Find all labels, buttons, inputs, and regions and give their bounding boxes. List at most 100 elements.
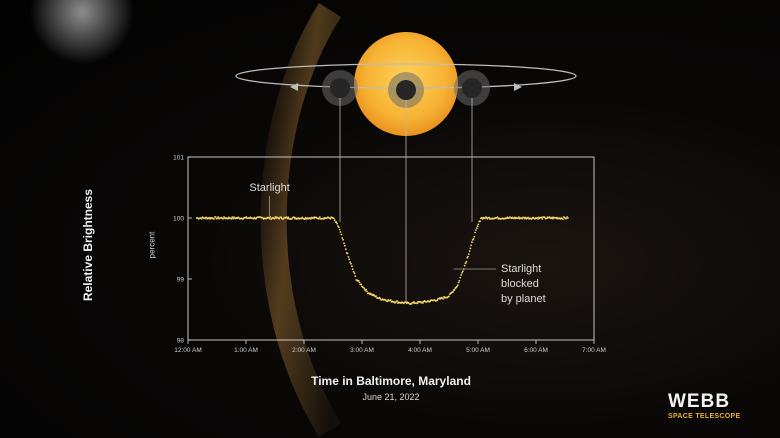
distant-star-glow [30, 0, 134, 64]
data-point [469, 247, 472, 250]
data-point [475, 227, 478, 230]
data-point [466, 257, 469, 259]
data-point [286, 217, 289, 220]
data-point [304, 218, 306, 221]
data-point [562, 218, 564, 221]
data-point [335, 221, 338, 224]
data-point [369, 292, 372, 295]
data-point [452, 291, 454, 293]
data-point [231, 216, 234, 219]
data-point [351, 265, 353, 268]
x-tick-label: 6:00 AM [524, 347, 548, 354]
logo-subtitle: SPACE TELESCOPE [668, 413, 741, 420]
data-point [470, 244, 472, 247]
data-point [463, 264, 466, 267]
data-point [287, 216, 290, 219]
data-point [468, 250, 471, 253]
data-point [479, 220, 481, 223]
webb-logo: WEBB SPACE TELESCOPE [668, 392, 768, 421]
data-point [467, 255, 469, 258]
y-tick-label: 100 [173, 216, 184, 223]
data-point [436, 299, 439, 301]
x-tick-label: 12:00 AM [174, 347, 201, 354]
data-point [222, 217, 225, 220]
data-point [462, 270, 464, 273]
data-point [448, 295, 450, 298]
data-point [416, 302, 419, 305]
data-point [442, 297, 445, 300]
data-point [214, 216, 217, 218]
chart-subtitle-date: June 21, 2022 [362, 392, 420, 402]
data-point [527, 216, 529, 219]
data-point [375, 295, 377, 297]
data-point [396, 300, 398, 303]
nebula-arc [260, 3, 342, 437]
y-tick-label: 101 [173, 155, 184, 162]
data-point [337, 226, 340, 229]
data-point [253, 216, 256, 219]
data-point [268, 217, 271, 220]
data-point [405, 301, 407, 303]
data-point [457, 281, 460, 284]
data-point [269, 216, 272, 218]
data-point [360, 283, 363, 286]
data-point [541, 218, 544, 220]
data-point [518, 216, 520, 219]
planet-mid [396, 80, 416, 100]
data-point [488, 216, 491, 219]
data-point [565, 217, 568, 220]
data-point [567, 217, 569, 219]
data-point [460, 274, 463, 276]
x-tick-label: 4:00 AM [408, 347, 432, 354]
data-point [217, 216, 220, 218]
data-point [540, 216, 543, 219]
data-point [475, 229, 477, 231]
data-point [477, 223, 480, 226]
annotation-blocked-line: blocked [501, 278, 539, 290]
data-point [453, 288, 456, 291]
data-point [389, 299, 392, 301]
data-point [213, 218, 215, 220]
data-point [332, 217, 335, 220]
data-point [458, 279, 461, 282]
data-point [543, 216, 546, 219]
data-point [358, 281, 361, 284]
data-point [465, 260, 468, 263]
data-point [318, 218, 320, 220]
data-point [365, 288, 367, 291]
data-point [348, 258, 351, 261]
y-axis-unit: percent [147, 231, 157, 259]
data-point [413, 301, 415, 303]
data-point [245, 216, 248, 218]
data-point [472, 238, 475, 240]
x-tick-label: 5:00 AM [466, 347, 490, 354]
data-point [344, 244, 346, 247]
data-point [343, 242, 345, 245]
data-point [552, 217, 554, 220]
y-tick-label: 99 [177, 277, 185, 284]
data-point [484, 217, 486, 220]
data-point [456, 284, 459, 286]
planet-egress [462, 78, 482, 98]
data-point [351, 268, 354, 271]
x-tick-label: 7:00 AM [582, 347, 606, 354]
orbit-arrow-left-icon [290, 83, 298, 91]
data-point [496, 216, 499, 219]
data-point [338, 228, 341, 231]
data-point [461, 272, 463, 274]
data-point [363, 288, 366, 290]
data-point [354, 275, 357, 277]
annotation-blocked-line: Starlight [501, 263, 541, 275]
y-tick-label: 98 [177, 338, 185, 345]
data-point [352, 270, 355, 273]
data-point [347, 256, 350, 258]
plot-frame [187, 156, 595, 341]
data-point [329, 217, 332, 220]
y-axis-label: Relative Brightness [81, 188, 95, 302]
data-point [410, 303, 413, 305]
planet-ingress [330, 78, 350, 98]
data-point [371, 293, 373, 295]
x-tick-label: 3:00 AM [350, 347, 374, 354]
